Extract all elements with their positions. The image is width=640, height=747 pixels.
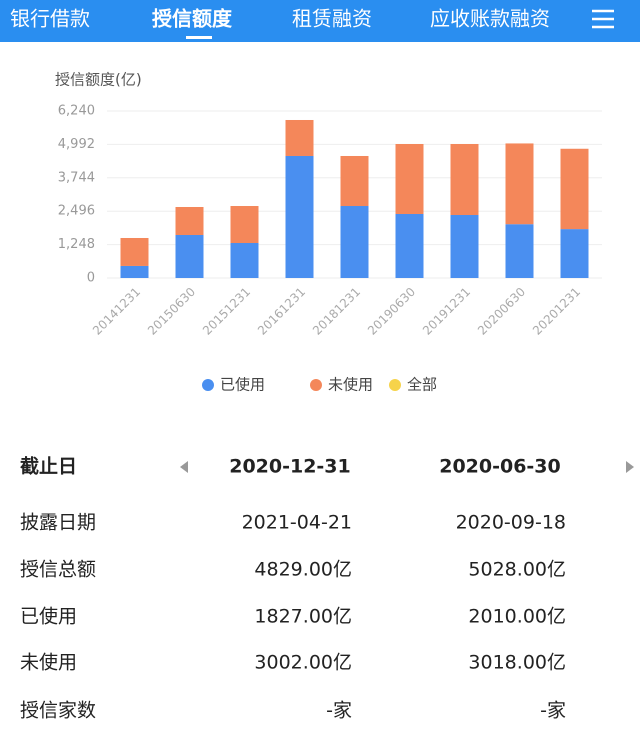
bar-segment (285, 155, 314, 278)
x-tick-label: 20201231 (530, 285, 583, 338)
menu-icon[interactable] (592, 9, 614, 29)
row-label: 授信总额 (20, 559, 96, 581)
row-value: 2010.00亿 (468, 606, 566, 628)
row-value: 3002.00亿 (254, 652, 352, 674)
legend-label: 已使用 (220, 376, 265, 394)
x-tick-label: 20161231 (255, 285, 308, 338)
x-tick-label: 20151231 (200, 285, 253, 338)
row-value: -家 (326, 700, 352, 722)
row-value: -家 (540, 700, 566, 722)
y-tick-label: 2,496 (58, 204, 95, 219)
bar-segment (505, 143, 534, 225)
bar-segment (120, 237, 149, 266)
bar-segment (285, 119, 314, 156)
legend-label: 全部 (407, 376, 437, 394)
tab-indicator (186, 36, 212, 39)
row-value: 2021-04-21 (242, 512, 352, 534)
table-header-label: 截止日 (20, 455, 77, 478)
tab-bar (0, 0, 640, 42)
bar-segment (450, 215, 479, 278)
x-tick-label: 20181231 (310, 285, 363, 338)
x-tick-label: 20141231 (90, 285, 143, 338)
tab[interactable]: 租赁融资 (292, 7, 372, 31)
row-label: 披露日期 (20, 512, 96, 534)
bar-segment (340, 206, 369, 278)
y-tick-label: 4,992 (58, 137, 95, 152)
tab[interactable]: 应收账款融资 (430, 7, 550, 31)
legend-swatch (202, 379, 214, 391)
x-tick-label: 20191231 (420, 285, 473, 338)
bar-segment (450, 143, 479, 216)
y-tick-label: 6,240 (58, 104, 95, 119)
row-value: 5028.00亿 (468, 559, 566, 581)
bar-segment (395, 213, 424, 278)
legend-label: 未使用 (328, 376, 373, 394)
table-header-date: 2020-12-31 (229, 456, 351, 478)
prev-arrow[interactable] (180, 461, 188, 473)
bar-segment (560, 148, 589, 230)
bar-segment (560, 229, 589, 278)
bar-segment (120, 265, 149, 278)
bar-segment (505, 224, 534, 278)
row-value: 3018.00亿 (468, 652, 566, 674)
y-tick-label: 0 (87, 271, 95, 286)
bar-segment (340, 155, 369, 207)
row-label: 已使用 (20, 606, 77, 628)
y-tick-label: 3,744 (58, 170, 95, 185)
row-value: 4829.00亿 (254, 559, 352, 581)
x-tick-label: 20200630 (475, 285, 528, 338)
tab[interactable]: 银行借款 (10, 7, 90, 31)
row-value: 2020-09-18 (456, 512, 566, 534)
legend-swatch (389, 379, 401, 391)
y-axis-label: 授信额度(亿) (55, 71, 142, 89)
x-tick-label: 20150630 (145, 285, 198, 338)
bar-segment (175, 234, 204, 278)
next-arrow[interactable] (626, 461, 634, 473)
tab[interactable]: 授信额度 (152, 7, 233, 31)
table-header-date: 2020-06-30 (439, 456, 561, 478)
y-tick-label: 1,248 (58, 237, 95, 252)
bar-segment (230, 242, 259, 278)
bar-segment (395, 143, 424, 214)
bar-segment (175, 206, 204, 235)
legend-swatch (310, 379, 322, 391)
x-tick-label: 20190630 (365, 285, 418, 338)
row-value: 1827.00亿 (254, 606, 352, 628)
bar-segment (230, 206, 259, 243)
row-label: 授信家数 (20, 700, 96, 722)
row-label: 未使用 (20, 652, 77, 674)
